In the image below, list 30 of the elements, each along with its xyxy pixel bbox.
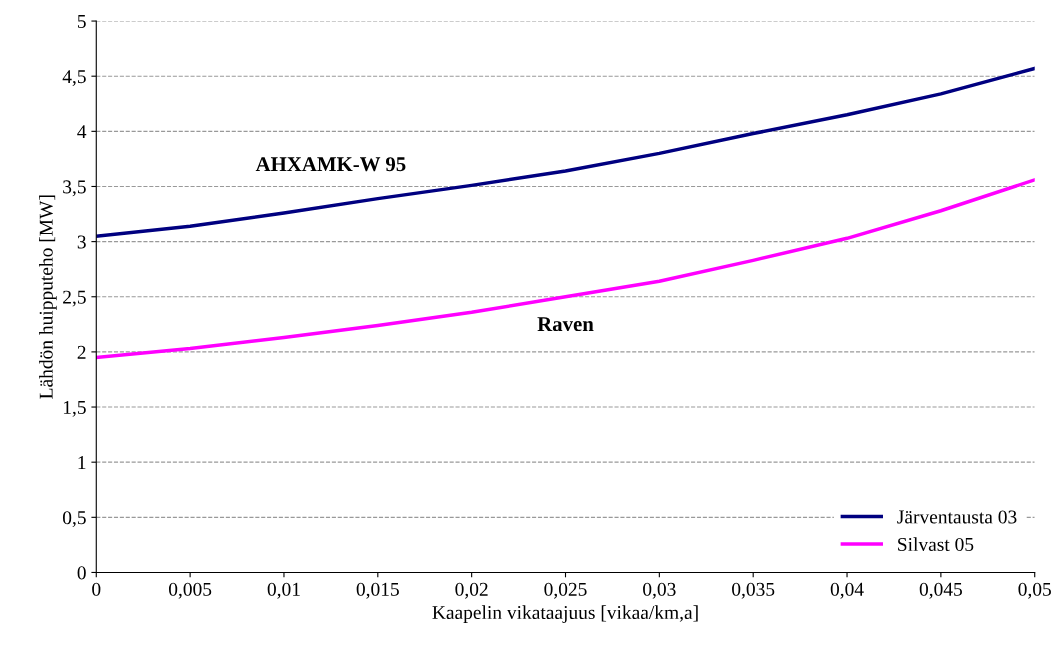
y-tick-label: 3,5: [63, 180, 86, 197]
x-tick-label: 0,035: [732, 582, 775, 599]
x-tick-label: 0,045: [919, 582, 962, 599]
y-tick-label: 4,5: [62, 70, 86, 86]
y-tick-label: 0: [77, 566, 86, 580]
x-tick-label: 0,01: [267, 582, 300, 599]
y-axis-title: Lähdön huipputeho [MW]: [39, 195, 57, 399]
y-tick-label: 5: [77, 15, 86, 28]
line-series: [96, 178, 1035, 360]
y-tick-label: 2: [77, 345, 86, 359]
x-tick-label: 0,015: [356, 582, 399, 599]
x-tick-label: 0: [92, 582, 101, 596]
y-tick-label: 1: [78, 456, 86, 469]
line-series: [96, 66, 1035, 238]
y-tick-label: 3: [77, 235, 86, 249]
y-tick-label: 0,5: [62, 511, 86, 528]
x-tick-label: 0,04: [830, 582, 864, 599]
x-tick-label: 0,005: [168, 582, 212, 599]
x-tick-label: 0,025: [544, 582, 587, 599]
x-tick-label: 0,02: [455, 582, 488, 599]
annotation: AHXAMK-W 95: [255, 157, 406, 172]
y-tick-label: 1,5: [63, 400, 86, 417]
x-tick-label: 0,05: [1018, 582, 1051, 599]
legend-label: Järventausta 03: [897, 510, 1017, 524]
y-tick-label: 4: [77, 125, 87, 139]
annotation: Raven: [537, 317, 594, 332]
x-tick-label: 0,03: [643, 582, 676, 599]
x-axis-title: Kaapelin vikataajuus [vikaa/km,a]: [432, 605, 698, 624]
legend-label: Silvast 05: [898, 537, 974, 552]
y-tick-label: 2,5: [63, 290, 86, 307]
